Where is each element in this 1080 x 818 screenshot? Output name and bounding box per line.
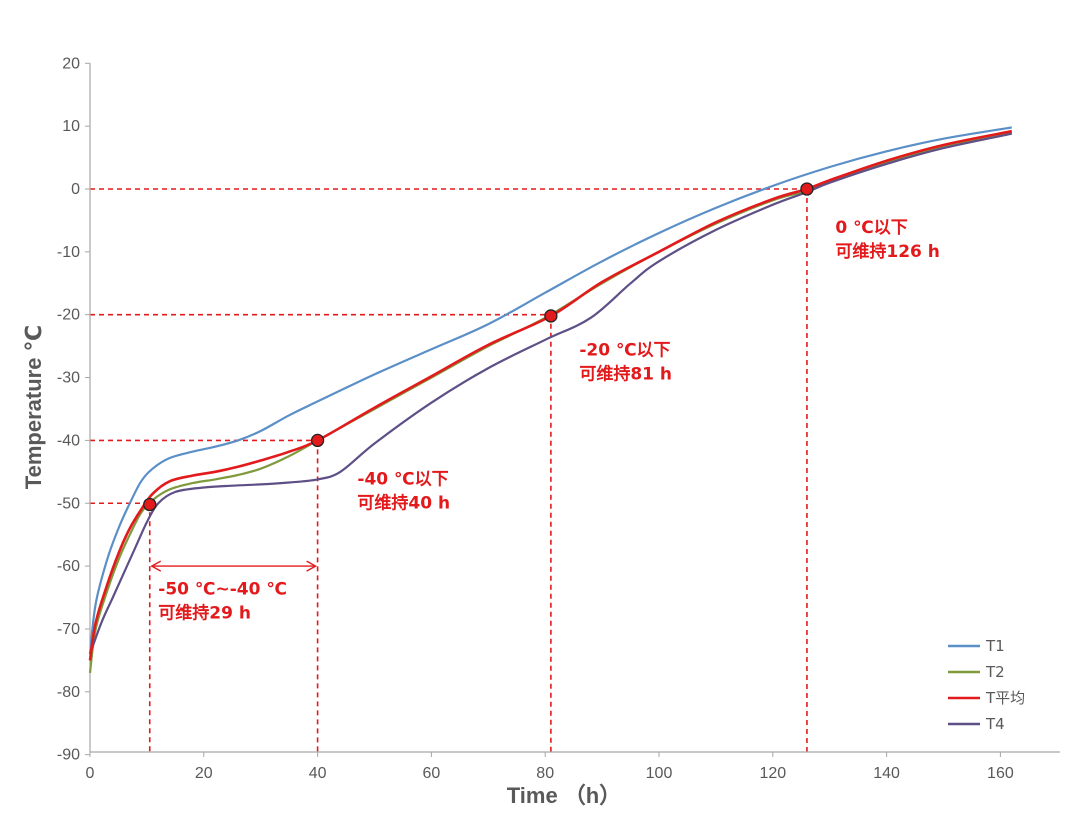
y-tick-label: -40 (57, 432, 80, 449)
x-tick-label: 120 (759, 765, 786, 782)
x-axis-title: Time （h） (507, 783, 622, 808)
legend-label-T4: T4 (985, 715, 1005, 733)
y-tick-label: 20 (62, 55, 80, 72)
annotation: -40 ℃以下可维持40 h (357, 469, 450, 513)
threshold-marker (143, 497, 157, 512)
series-line-T平均 (88, 129, 1013, 661)
annotation: -50 ℃~-40 ℃ 可维持29 h (158, 579, 287, 623)
y-tick-label: -20 (57, 307, 80, 324)
annotation-line: -40 ℃以下 (357, 469, 448, 489)
annotation: 0 ℃以下可维持126 h (835, 218, 940, 262)
x-tick-label: 160 (987, 765, 1014, 782)
threshold-marker (310, 433, 325, 448)
legend-label-T1: T1 (985, 637, 1005, 655)
series-line-T1 (88, 126, 1012, 655)
range-arrow-left-head (150, 560, 162, 572)
y-tick-label: -10 (57, 244, 80, 261)
y-tick-label: 0 (71, 181, 80, 198)
annotation-line: 可维持40 h (357, 492, 450, 513)
legend-label-T平均: T平均 (985, 689, 1025, 707)
annotation-line: 可维持126 h (835, 241, 940, 262)
y-tick-label: 10 (62, 118, 80, 135)
y-tick-label: -90 (57, 747, 80, 764)
series-line-T4 (88, 132, 1013, 655)
annotation-line: 0 ℃以下 (835, 218, 907, 238)
legend-label-T2: T2 (985, 663, 1005, 681)
annotation-line: 可维持81 h (579, 364, 672, 385)
x-tick-label: 80 (536, 765, 554, 782)
annotation-line: 可维持29 h (158, 602, 251, 623)
y-tick-label: -60 (57, 558, 80, 575)
y-axis-title: Temperature ℃ (21, 325, 46, 489)
annotation-line: -50 ℃~-40 ℃ (158, 579, 287, 599)
x-tick-label: 140 (873, 765, 900, 782)
x-tick-label: 40 (309, 765, 327, 782)
y-tick-label: -50 (57, 495, 80, 512)
legend: T1 T2 T平均 T4 (948, 637, 1025, 733)
series-lines (88, 126, 1013, 674)
annotation-line: -20 ℃以下 (579, 341, 670, 361)
y-tick-label: -80 (57, 684, 80, 701)
annotation: -20 ℃以下可维持81 h (579, 341, 672, 385)
y-tick-label: -30 (57, 370, 80, 387)
x-tick-label: 0 (86, 765, 95, 782)
x-tick-label: 20 (195, 765, 213, 782)
annotations: -50 ℃~-40 ℃可维持29 h-40 ℃以下可维持40 h-20 ℃以下可… (158, 218, 940, 623)
threshold-marker (800, 182, 814, 196)
threshold-markers (143, 182, 814, 512)
y-tick-label: -70 (57, 621, 80, 638)
range-arrow-right-head (306, 560, 318, 572)
x-tick-label: 100 (646, 765, 673, 782)
threshold-marker (544, 309, 558, 323)
x-tick-label: 60 (423, 765, 441, 782)
guide-lines (90, 188, 808, 752)
